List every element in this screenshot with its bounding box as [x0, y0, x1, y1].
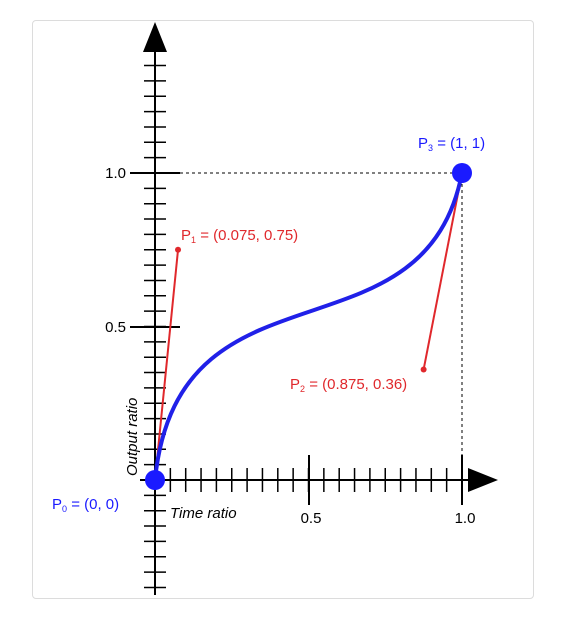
y-axis-title: Output ratio: [124, 398, 141, 476]
diagram-card: [32, 20, 534, 599]
x-axis-arrow: [468, 468, 498, 492]
y-axis-arrow: [143, 22, 167, 52]
label-p0: P0 = (0, 0): [52, 496, 119, 514]
label-p3: P3 = (1, 1): [418, 135, 485, 153]
y-tick-label-05: 0.5: [105, 319, 126, 336]
endpoint-p3: [452, 163, 472, 183]
label-p1: P1 = (0.075, 0.75): [181, 227, 298, 245]
bezier-curve: [153, 172, 464, 481]
control-point-p1: [175, 246, 182, 253]
handle-p3-p2: [422, 172, 463, 370]
control-point-p2: [420, 366, 427, 373]
handle-p0-p1: [154, 249, 180, 481]
label-p2: P2 = (0.875, 0.36): [290, 376, 407, 394]
x-tick-label-05: 0.5: [301, 510, 322, 527]
y-tick-label-1: 1.0: [105, 165, 126, 182]
endpoint-p0: [145, 470, 165, 490]
x-axis-title: Time ratio: [170, 505, 237, 522]
x-tick-label-1: 1.0: [455, 510, 476, 527]
